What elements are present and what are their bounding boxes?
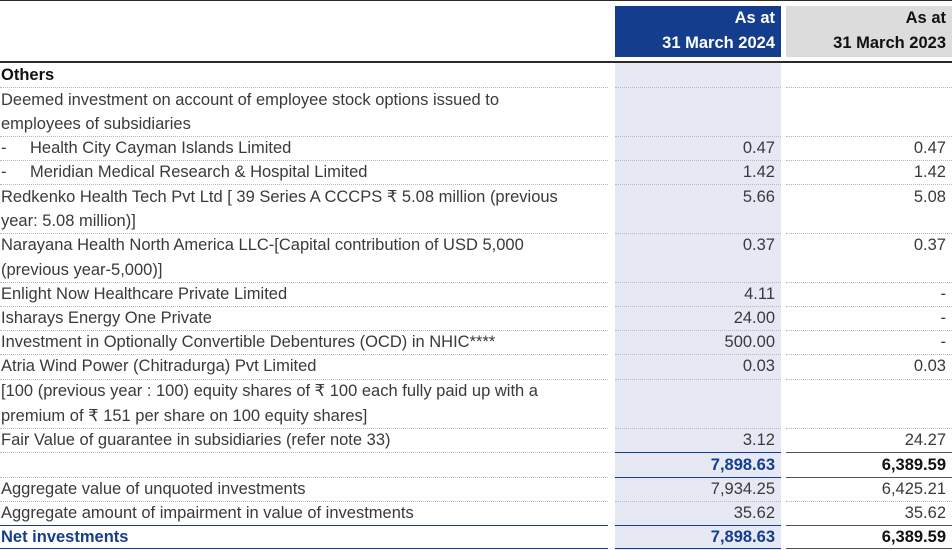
value-2024: 0.47 bbox=[742, 139, 775, 157]
subtotal-bottom-rule-2023 bbox=[786, 477, 952, 478]
row-label: premium of ₹ 151 per share on 100 equity… bbox=[1, 407, 368, 425]
row-label: Deemed investment on account of employee… bbox=[1, 91, 500, 109]
value-2023: - bbox=[940, 285, 947, 303]
value-2023: 0.47 bbox=[913, 139, 946, 157]
value-2024: 4.11 bbox=[744, 285, 775, 303]
row-label: Atria Wind Power (Chitradurga) Pvt Limit… bbox=[1, 357, 317, 375]
value-2023: - bbox=[940, 333, 947, 351]
value-2023: 35.62 bbox=[904, 504, 946, 522]
header-top-rule bbox=[0, 0, 952, 1]
header-2023: As at 31 March 2023 bbox=[786, 6, 952, 57]
row-dash: - bbox=[1, 163, 7, 181]
header-2024-line2: 31 March 2024 bbox=[662, 34, 775, 52]
row-dash: - bbox=[1, 139, 7, 157]
net-investments-label: Net investments bbox=[1, 528, 129, 546]
value-2024: 7,934.25 bbox=[710, 480, 775, 498]
net-bottom-rule-2024 bbox=[615, 548, 781, 549]
row-label: Fair Value of guarantee in subsidiaries … bbox=[1, 431, 391, 449]
row-label-text: Meridian Medical Research & Hospital Lim… bbox=[30, 163, 368, 181]
value-2023: 0.03 bbox=[913, 357, 946, 375]
section-title: Others bbox=[1, 66, 55, 84]
value-2023: 0.37 bbox=[913, 236, 946, 254]
value-2023: - bbox=[940, 309, 947, 327]
row-label: Investment in Optionally Convertible Deb… bbox=[1, 333, 496, 351]
value-2023: 6,425.21 bbox=[881, 480, 946, 498]
value-2024: 500.00 bbox=[724, 333, 775, 351]
value-2024: 1.42 bbox=[742, 163, 775, 181]
net-bottom-rule-2023 bbox=[786, 548, 952, 549]
row-label: (previous year-5,000)] bbox=[1, 261, 163, 279]
net-2024: 7,898.63 bbox=[710, 528, 775, 546]
value-2024: 3.12 bbox=[742, 431, 775, 449]
row-label: year: 5.08 million)] bbox=[1, 212, 136, 230]
net-rule-left bbox=[0, 525, 608, 526]
subtotal-rule-2024 bbox=[615, 452, 781, 453]
net-bottom-rule-left bbox=[0, 548, 608, 549]
value-2023: 5.08 bbox=[913, 188, 946, 206]
value-2024: 35.62 bbox=[733, 504, 775, 522]
net-rule-2024 bbox=[615, 525, 781, 526]
row-label: Isharays Energy One Private bbox=[1, 309, 212, 327]
subtotal-2024: 7,898.63 bbox=[710, 456, 775, 474]
subtotal-2023: 6,389.59 bbox=[881, 456, 946, 474]
row-label: employees of subsidiaries bbox=[1, 115, 191, 133]
header-bottom-rule bbox=[0, 61, 952, 63]
row-label-text: Health City Cayman Islands Limited bbox=[30, 139, 292, 157]
net-rule-2023 bbox=[786, 525, 952, 526]
row-label: Aggregate value of unquoted investments bbox=[1, 480, 306, 498]
row-label: Aggregate amount of impairment in value … bbox=[1, 504, 414, 522]
row-label: Enlight Now Healthcare Private Limited bbox=[1, 285, 288, 303]
row-label: [100 (previous year : 100) equity shares… bbox=[1, 382, 538, 400]
value-2024: 24.00 bbox=[733, 309, 775, 327]
row-label: Redkenko Health Tech Pvt Ltd [ 39 Series… bbox=[1, 188, 558, 206]
row-label: - Meridian Medical Research & Hospital Li… bbox=[1, 160, 601, 185]
header-2023-line2: 31 March 2023 bbox=[833, 34, 946, 52]
value-2024: 0.37 bbox=[742, 236, 775, 254]
header-2023-line1: As at bbox=[905, 9, 946, 27]
value-2023: 1.42 bbox=[913, 163, 946, 181]
header-2024: As at 31 March 2024 bbox=[615, 6, 781, 57]
value-2023: 24.27 bbox=[904, 431, 946, 449]
value-2024: 5.66 bbox=[742, 188, 775, 206]
row-label: - Health City Cayman Islands Limited bbox=[1, 136, 601, 161]
net-2023: 6,389.59 bbox=[881, 528, 946, 546]
row-label: Narayana Health North America LLC-[Capit… bbox=[1, 236, 524, 254]
subtotal-rule-2023 bbox=[786, 452, 952, 453]
value-2024: 0.03 bbox=[742, 357, 775, 375]
subtotal-bottom-rule-2024 bbox=[615, 477, 781, 478]
header-2024-line1: As at bbox=[734, 9, 775, 27]
